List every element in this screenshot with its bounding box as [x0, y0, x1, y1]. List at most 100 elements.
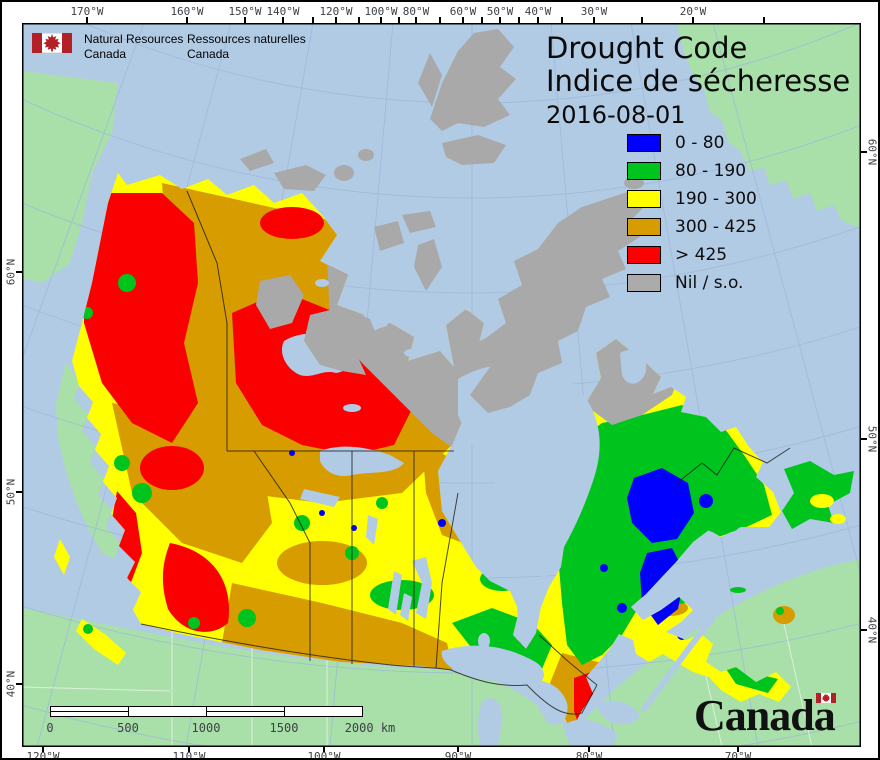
- devon-island: [442, 135, 506, 165]
- legend-item: Nil / s.o.: [627, 274, 757, 292]
- lon-label: 150°W: [228, 5, 262, 18]
- logo-text-english: Natural Resources Canada: [84, 32, 183, 61]
- lon-label: 140°W: [266, 5, 300, 18]
- lake-athabasca: [300, 489, 340, 507]
- legend-label: 80 - 190: [675, 161, 747, 181]
- anticosti-island: [706, 523, 738, 533]
- logo-fr-line2: Canada: [187, 46, 230, 61]
- tick-mark: [457, 747, 459, 752]
- lat-label: 60°N: [865, 138, 879, 166]
- alaska-panhandle: [56, 363, 120, 559]
- hudson-bay: [458, 364, 600, 579]
- tick-mark: [588, 747, 590, 752]
- lon-label: 160°W: [170, 5, 204, 18]
- scale-bar: [50, 706, 363, 717]
- canada-wordmark: Canada: [694, 690, 874, 746]
- baffin-island: [470, 191, 646, 413]
- great-slave-lake: [320, 446, 404, 477]
- lon-label: 110°W: [172, 750, 206, 760]
- lon-label: 120°W: [26, 750, 60, 760]
- legend-label: 300 - 425: [675, 217, 757, 237]
- lon-label: 90°W: [444, 750, 472, 760]
- lon-label: 50°W: [486, 5, 514, 18]
- st-lawrence-river: [641, 616, 715, 712]
- legend: 0 - 80 80 - 190 190 - 300 300 - 425 > 425 Nil…: [627, 134, 757, 292]
- legend-item: 0 - 80: [627, 134, 757, 152]
- tick-mark: [861, 438, 867, 440]
- map-title-french: Indice de sécheresse: [546, 64, 851, 98]
- lake-winnipeg: [412, 557, 432, 619]
- wordmark-text: Canada: [694, 691, 836, 740]
- ellesmere-island: [430, 29, 516, 131]
- map-frame: [22, 23, 861, 747]
- legend-label: 190 - 300: [675, 189, 757, 209]
- lon-label: 60°W: [449, 5, 477, 18]
- lon-label: 170°W: [70, 5, 104, 18]
- prince-edward-island: [730, 587, 746, 593]
- lon-label: 40°W: [524, 5, 552, 18]
- ungava-bay: [620, 349, 647, 384]
- cape-breton: [773, 606, 795, 624]
- arctic-islands-nil: [240, 29, 646, 413]
- legend-label: Nil / s.o.: [675, 273, 744, 293]
- lon-label: 80°W: [402, 5, 430, 18]
- foreign-land: [22, 23, 860, 747]
- logo-en-line2: Canada: [84, 46, 127, 61]
- legend-swatch: [627, 134, 661, 152]
- map-title-block: Drought Code Indice de sécheresse 2016-0…: [546, 31, 851, 130]
- logo-text-french: Ressources naturelles Canada: [187, 32, 306, 61]
- united-states-east: [567, 559, 860, 747]
- tick-mark: [861, 151, 867, 153]
- lat-label: 50°N: [865, 425, 879, 453]
- lon-label: 70°W: [724, 750, 752, 760]
- alaska: [22, 71, 118, 283]
- lake-michigan: [477, 698, 503, 746]
- vancouver-island: [76, 619, 126, 665]
- lake-huron: [527, 680, 568, 725]
- tick-mark: [42, 747, 44, 752]
- lat-label: 50°N: [4, 478, 18, 506]
- greenland: [677, 23, 860, 228]
- legend-swatch: [627, 218, 661, 236]
- legend-item: > 425: [627, 246, 757, 264]
- canada-flag-icon: [32, 33, 72, 53]
- tick-mark: [188, 747, 190, 752]
- legend-item: 80 - 190: [627, 162, 757, 180]
- legend-swatch: [627, 246, 661, 264]
- logo-fr-line1: Ressources naturelles: [187, 32, 306, 46]
- political-borders: [140, 190, 791, 715]
- tick-mark: [737, 747, 739, 752]
- legend-item: 190 - 300: [627, 190, 757, 208]
- legend-label: 0 - 80: [675, 133, 725, 153]
- reindeer-lake: [366, 515, 378, 545]
- southampton-island: [474, 331, 520, 367]
- lon-label: 80°W: [575, 750, 603, 760]
- haida-gwaii: [54, 539, 70, 575]
- legend-label: > 425: [675, 245, 728, 265]
- lake-ontario: [597, 700, 640, 725]
- banks-island: [256, 275, 304, 329]
- tick-mark: [323, 747, 325, 752]
- wordmark-flag-icon: [816, 693, 836, 703]
- islands: [54, 29, 854, 665]
- lon-label: 20°W: [679, 5, 707, 18]
- lat-label: 60°N: [4, 258, 18, 286]
- lat-label: 40°N: [4, 670, 18, 698]
- newfoundland: [782, 461, 854, 529]
- map-date: 2016-08-01: [546, 101, 686, 129]
- us-state-borders: [22, 614, 813, 747]
- lake-erie: [565, 719, 618, 746]
- lon-label: 30°W: [580, 5, 608, 18]
- legend-swatch: [627, 162, 661, 180]
- map-title-english: Drought Code: [546, 31, 748, 65]
- lon-label: 100°W: [307, 750, 341, 760]
- lake-superior: [441, 645, 545, 686]
- legend-swatch: [627, 274, 661, 292]
- legend-swatch: [627, 190, 661, 208]
- canada-drought-map: [22, 23, 861, 747]
- lakes-and-bays: [281, 279, 647, 746]
- james-bay: [517, 582, 540, 639]
- lon-label: 120°W: [319, 5, 353, 18]
- lat-label: 40°N: [865, 616, 879, 644]
